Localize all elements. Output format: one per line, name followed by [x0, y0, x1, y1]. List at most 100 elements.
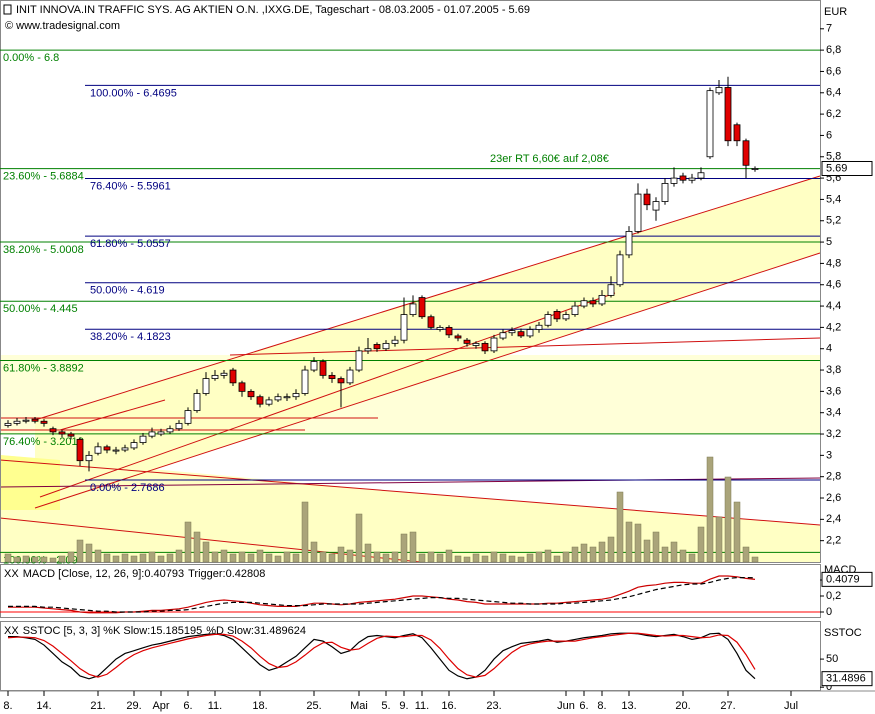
volume-bar [184, 521, 192, 563]
candle-body [508, 330, 516, 334]
last-value-label: 5.69 [826, 162, 847, 174]
retracement-label: 76.40% - 3.2016 [3, 436, 84, 448]
candle-body [247, 390, 255, 398]
y-tick-label: 50 [826, 653, 838, 665]
volume-bar [526, 553, 534, 563]
x-tick-label: Jul [784, 700, 798, 712]
x-tick-label: Mai [350, 700, 368, 712]
volume-bar [517, 556, 525, 563]
candle-body [391, 339, 399, 344]
volume-bar [499, 553, 507, 563]
volume-bar [535, 551, 543, 563]
volume-bar [112, 555, 120, 563]
candle-body [373, 344, 381, 350]
volume-bar [346, 549, 354, 563]
series-line [8, 577, 756, 613]
candle-body [418, 297, 426, 318]
y-tick-label: 6,4 [826, 87, 841, 99]
candle-body [733, 124, 741, 142]
volume-bar [337, 546, 345, 563]
candle-body [184, 410, 192, 424]
y-tick-label: 3,6 [826, 385, 841, 397]
candle-body [4, 422, 12, 426]
volume-bar [544, 549, 552, 563]
candle-body [571, 305, 579, 315]
candle-body [607, 284, 615, 296]
candle-body [706, 90, 714, 158]
candle-body [562, 314, 570, 320]
candle-body [94, 446, 102, 454]
symbol-icon [3, 4, 12, 15]
candle-body [85, 454, 93, 462]
candle-body [166, 428, 174, 433]
candle-body [202, 378, 210, 394]
pane-border [0, 0, 821, 563]
volume-bar [688, 553, 696, 563]
candle-body [364, 348, 372, 352]
volume-bar [4, 553, 12, 563]
candle-body [688, 177, 696, 181]
volume-bar [724, 476, 732, 563]
y-tick-label: 3 [826, 449, 832, 461]
volume-bar [454, 555, 462, 563]
chart-subtitle: © www.tradesignal.com [5, 20, 120, 32]
x-tick-label: 18. [252, 700, 267, 712]
x-tick-label: 13. [621, 700, 636, 712]
y-tick-label: 6 [826, 129, 832, 141]
candle-body [742, 140, 750, 166]
volume-bar [490, 551, 498, 563]
candle-body [526, 329, 534, 337]
volume-bar [310, 541, 318, 563]
volume-bar [634, 523, 642, 563]
volume-bar [598, 541, 606, 563]
x-tick-label: 6. [183, 700, 192, 712]
legend-entry: Trigger:0.42808 [188, 568, 265, 580]
volume-bar [706, 456, 714, 563]
volume-bar [292, 553, 300, 563]
series-line [7, 632, 756, 678]
y-tick-label: 0,2 [826, 590, 841, 602]
y-tick-label: 5,4 [826, 193, 841, 205]
candle-body [643, 193, 651, 206]
candle-body [130, 442, 138, 449]
volume-bar [418, 553, 426, 563]
candle-body [220, 372, 228, 376]
x-tick-label: 20. [675, 700, 690, 712]
candle-body [346, 369, 354, 384]
y-tick-label: 3,4 [826, 407, 841, 419]
volume-bar [211, 551, 219, 563]
x-tick-label: Apr [152, 700, 169, 712]
y-tick-label: 5,8 [826, 151, 841, 163]
candle-body [211, 374, 219, 379]
y-tick-label: 2,4 [826, 513, 841, 525]
candle-body [715, 87, 723, 94]
candle-body [652, 201, 660, 211]
candle-body [436, 326, 444, 330]
volume-bar [481, 555, 489, 563]
x-tick-label: 6. [579, 700, 588, 712]
candle-body [175, 422, 183, 430]
chart-title: INIT INNOVA.IN TRAFFIC SYS. AG AKTIEN O.… [16, 4, 530, 16]
trend-line [0, 477, 821, 488]
candle-body [409, 303, 417, 315]
x-tick-label: 25. [306, 700, 321, 712]
candle-body [427, 316, 435, 328]
volume-bar [130, 555, 138, 563]
candle-body [634, 193, 642, 232]
x-tick-label: 11. [415, 700, 429, 712]
volume-bar [472, 553, 480, 563]
volume-bar [400, 533, 408, 563]
x-tick-label: 8. [597, 700, 606, 712]
candle-body [598, 294, 606, 305]
candle-body [112, 449, 120, 452]
last-value-box [821, 160, 873, 176]
candle-body [13, 420, 21, 424]
y-tick-label: 5 [826, 236, 832, 248]
candle-body [274, 396, 282, 401]
x-tick-label: 8. [3, 700, 12, 712]
volume-bar [31, 556, 39, 563]
volume-bar [157, 555, 165, 563]
volume-bar [607, 536, 615, 563]
volume-bar [625, 521, 633, 563]
